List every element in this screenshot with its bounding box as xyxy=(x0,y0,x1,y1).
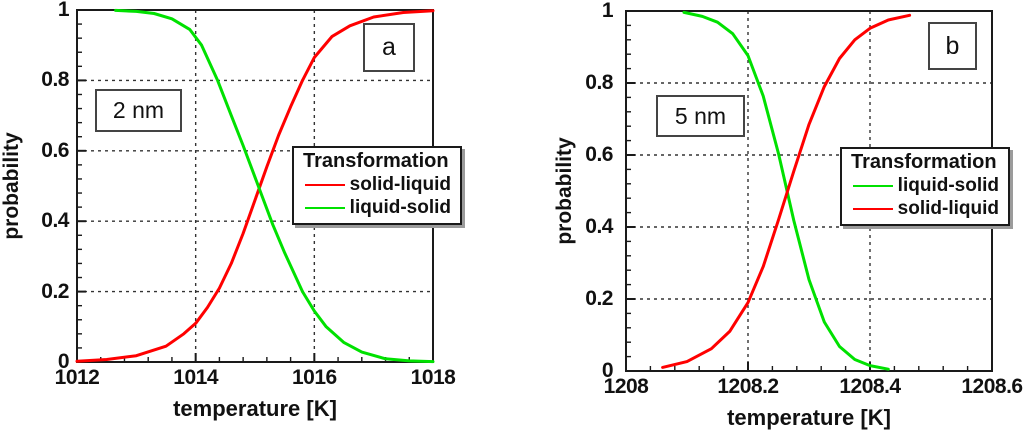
panel-letter-b: b xyxy=(928,22,977,70)
legend-entries-a: solid-liquid liquid-solid xyxy=(303,173,451,219)
legend-title-a: Transformation xyxy=(303,150,449,172)
y-tick-label: 0.6 xyxy=(585,143,613,166)
x-tick-label: 1016 xyxy=(291,366,337,389)
legend-entry: liquid-solid xyxy=(851,174,999,197)
legend-a: Transformation solid-liquid liquid-solid xyxy=(292,146,462,225)
x-tick-label: 1018 xyxy=(410,366,456,389)
legend-b: Transformation liquid-solid solid-liquid xyxy=(840,147,1010,226)
panel-letter-a: a xyxy=(363,23,415,72)
legend-entry: solid-liquid xyxy=(851,197,999,220)
x-axis-label-a: temperature [K] xyxy=(173,396,337,421)
x-axis-label-b: temperature [K] xyxy=(727,405,891,430)
x-tick-label: 1208.4 xyxy=(839,375,901,398)
y-tick-label: 0.6 xyxy=(41,138,69,162)
size-annotation-b-text: 5 nm xyxy=(674,102,727,129)
series-curve-liquid-solid xyxy=(682,10,890,371)
legend-line-sample-liquid-solid xyxy=(853,184,893,187)
y-tick-label: 0.4 xyxy=(585,215,613,238)
series-curve-solid-liquid xyxy=(75,9,435,363)
legend-entry: liquid-solid xyxy=(303,196,451,219)
x-tick-label: 1208.2 xyxy=(717,375,779,398)
legend-entries-b: liquid-solid solid-liquid xyxy=(851,174,999,220)
legend-line-sample-liquid-solid xyxy=(305,206,345,209)
legend-entry-label: liquid-solid xyxy=(349,196,451,218)
panel-letter-b-text: b xyxy=(945,31,960,60)
legend-entry-label: liquid-solid xyxy=(897,174,999,196)
legend-line-sample-solid-liquid xyxy=(853,207,893,210)
legend-entry: solid-liquid xyxy=(303,173,451,196)
y-tick-label: 0.2 xyxy=(585,287,613,310)
size-annotation-a: 2 nm xyxy=(95,89,182,132)
panel-letter-a-text: a xyxy=(382,33,396,61)
y-tick-label: 0.8 xyxy=(585,71,613,94)
x-tick-label: 1014 xyxy=(173,366,219,389)
legend-title-b: Transformation xyxy=(851,151,997,173)
y-tick-label: 1 xyxy=(57,0,70,21)
x-tick-label: 1208 xyxy=(603,375,649,398)
y-tick-label: 0 xyxy=(601,359,614,382)
y-tick-label: 0.4 xyxy=(41,209,69,233)
legend-line-sample-solid-liquid xyxy=(305,183,345,186)
y-tick-label: 0.2 xyxy=(41,279,69,303)
series-curve-solid-liquid xyxy=(661,13,912,369)
legend-entry-label: solid-liquid xyxy=(897,197,999,219)
series-curve-liquid-solid xyxy=(114,8,435,364)
y-tick-label: 1 xyxy=(601,0,614,22)
y-tick-label: 0 xyxy=(57,350,70,373)
size-annotation-b: 5 nm xyxy=(656,95,745,137)
x-tick-label: 1012 xyxy=(54,366,100,389)
x-tick-label: 1208.6 xyxy=(961,375,1023,398)
y-tick-label: 0.8 xyxy=(41,68,69,92)
legend-entry-label: solid-liquid xyxy=(349,173,451,195)
size-annotation-a-text: 2 nm xyxy=(112,97,165,123)
